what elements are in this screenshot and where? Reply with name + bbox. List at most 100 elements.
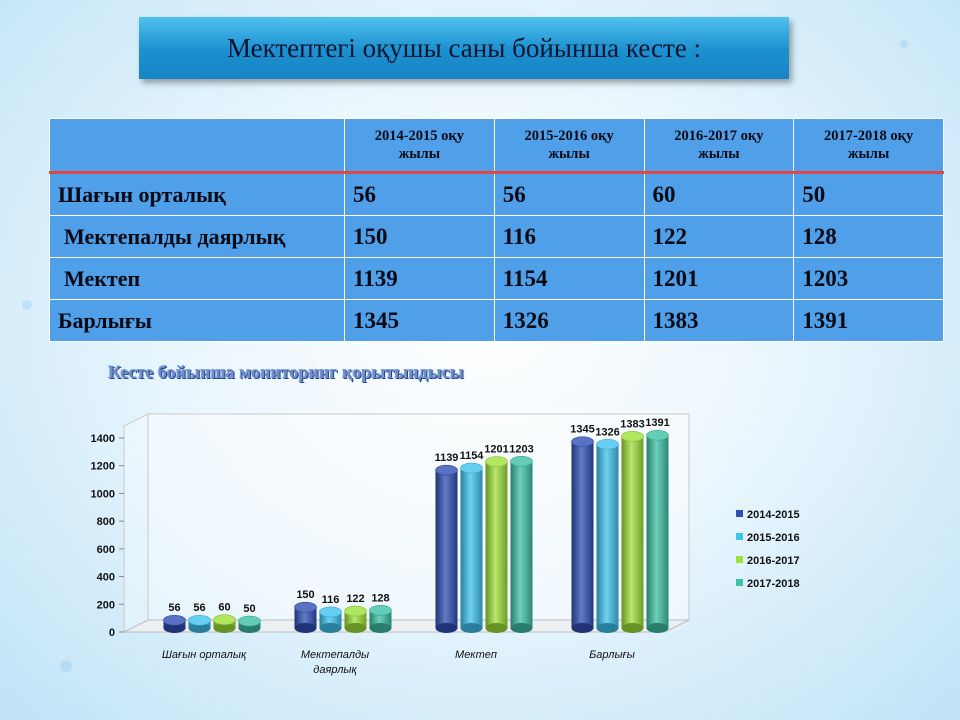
table-header-cell: 2014-2015 оқу жылы — [344, 118, 495, 173]
data-label: 1201 — [484, 444, 508, 456]
data-label: 128 — [371, 592, 389, 604]
table-cell: 122 — [643, 215, 795, 258]
bar-base — [596, 623, 619, 633]
bar-base — [294, 623, 317, 633]
bar-top — [319, 606, 342, 618]
bar-top — [460, 462, 483, 474]
legend-label: 2015-2016 — [747, 532, 800, 544]
table-cell: 1391 — [793, 299, 944, 342]
table-header-cell: 2017-2018 оқу жылы — [793, 118, 944, 173]
table-header-row: 2014-2015 оқу жылы 2015-2016 оқу жылы 20… — [49, 118, 944, 173]
bar-base — [646, 623, 669, 633]
bar-base — [344, 623, 367, 633]
data-label: 1203 — [509, 443, 533, 455]
bar-top — [571, 436, 594, 447]
table-row: Барлығы 1345 1326 1383 1391 — [49, 299, 944, 342]
bar-base — [485, 623, 508, 633]
table-cell: 116 — [493, 215, 645, 258]
decor-bubble — [22, 300, 32, 310]
data-label: 150 — [296, 589, 314, 601]
x-tick-label: Мектеп — [455, 649, 497, 661]
legend-label: 2016-2017 — [747, 555, 800, 567]
data-label: 1383 — [620, 418, 644, 430]
slide-title: Мектептегі оқушы саны бойынша кесте : — [139, 17, 789, 79]
chart-floor — [123, 619, 690, 633]
table-cell: 56 — [344, 172, 495, 216]
bar — [571, 441, 594, 628]
y-tick-label: 0 — [109, 627, 115, 639]
bar — [435, 470, 458, 628]
bar-top — [510, 455, 533, 467]
table-cell: 56 — [493, 172, 645, 216]
legend-label: 2014-2015 — [747, 509, 800, 521]
x-tick-label: Мектепалды — [301, 649, 369, 661]
bar — [596, 444, 619, 628]
row-label: Мектепалды даярлық — [49, 215, 345, 258]
data-label: 50 — [243, 603, 255, 615]
bar-base — [460, 623, 483, 633]
bar-top — [344, 605, 367, 617]
table-row: Мектеп 1139 1154 1201 1203 — [49, 257, 944, 300]
bar-top — [435, 464, 458, 476]
chart-title: Кесте бойынша мониторинг қорытындысы — [108, 362, 464, 382]
table-cell: 60 — [643, 172, 795, 216]
table-cell: 1201 — [643, 257, 795, 300]
bar — [485, 461, 508, 628]
decor-bubble — [900, 40, 908, 48]
bar — [294, 607, 317, 628]
bar-top — [294, 601, 317, 613]
bar-top — [646, 429, 669, 441]
bar — [621, 436, 644, 628]
y-tick-label: 1000 — [91, 488, 115, 500]
row-label: Мектеп — [49, 257, 345, 300]
chart-side-wall — [123, 413, 149, 633]
slide-title-text: Мектептегі оқушы саны бойынша кесте : — [226, 32, 702, 63]
x-tick-label: Барлығы — [589, 649, 635, 661]
bar-base — [621, 623, 644, 633]
row-label: Барлығы — [49, 299, 345, 342]
bar-top — [621, 431, 644, 442]
bar-base — [319, 623, 342, 633]
data-label: 56 — [168, 602, 180, 614]
legend-swatch — [736, 556, 743, 563]
bar-base — [435, 623, 458, 633]
table-row: Мектепалды даярлық 150 116 122 128 — [49, 215, 944, 258]
table-cell: 128 — [793, 215, 944, 258]
table-header-cell — [49, 118, 345, 173]
bar — [510, 461, 533, 628]
table-cell: 1154 — [493, 257, 645, 300]
data-label: 122 — [346, 593, 364, 605]
bar-base — [369, 623, 392, 633]
bar-top — [485, 456, 508, 467]
bar-base — [163, 623, 186, 633]
row-label: Шағын орталық — [49, 172, 345, 216]
data-label: 1154 — [460, 450, 485, 462]
y-tick-label: 800 — [97, 516, 115, 528]
legend-swatch — [736, 579, 743, 586]
bar — [646, 435, 669, 628]
table-cell: 1345 — [344, 299, 495, 342]
data-label: 56 — [193, 602, 205, 614]
y-tick-label: 1400 — [91, 433, 115, 445]
data-label: 116 — [322, 594, 340, 606]
data-label: 1139 — [435, 452, 459, 464]
table-cell: 1383 — [643, 299, 795, 342]
bar-base — [510, 623, 533, 633]
x-tick-label: даярлық — [313, 664, 357, 676]
students-table: 2014-2015 оқу жылы 2015-2016 оқу жылы 20… — [49, 118, 944, 342]
bar-top — [163, 614, 186, 626]
y-tick-label: 1200 — [91, 461, 115, 473]
data-label: 1391 — [645, 417, 669, 429]
bar-top — [369, 604, 392, 616]
table-cell: 1203 — [793, 257, 944, 300]
table-header-cell: 2016-2017 оқу жылы — [643, 118, 795, 173]
bar-top — [188, 614, 211, 626]
bar-top — [238, 615, 261, 627]
data-label: 1345 — [570, 424, 594, 436]
data-label: 60 — [218, 602, 230, 614]
y-tick-label: 400 — [97, 572, 115, 584]
bar-base — [188, 623, 211, 633]
legend-swatch — [736, 510, 743, 517]
bar-top — [213, 614, 236, 625]
